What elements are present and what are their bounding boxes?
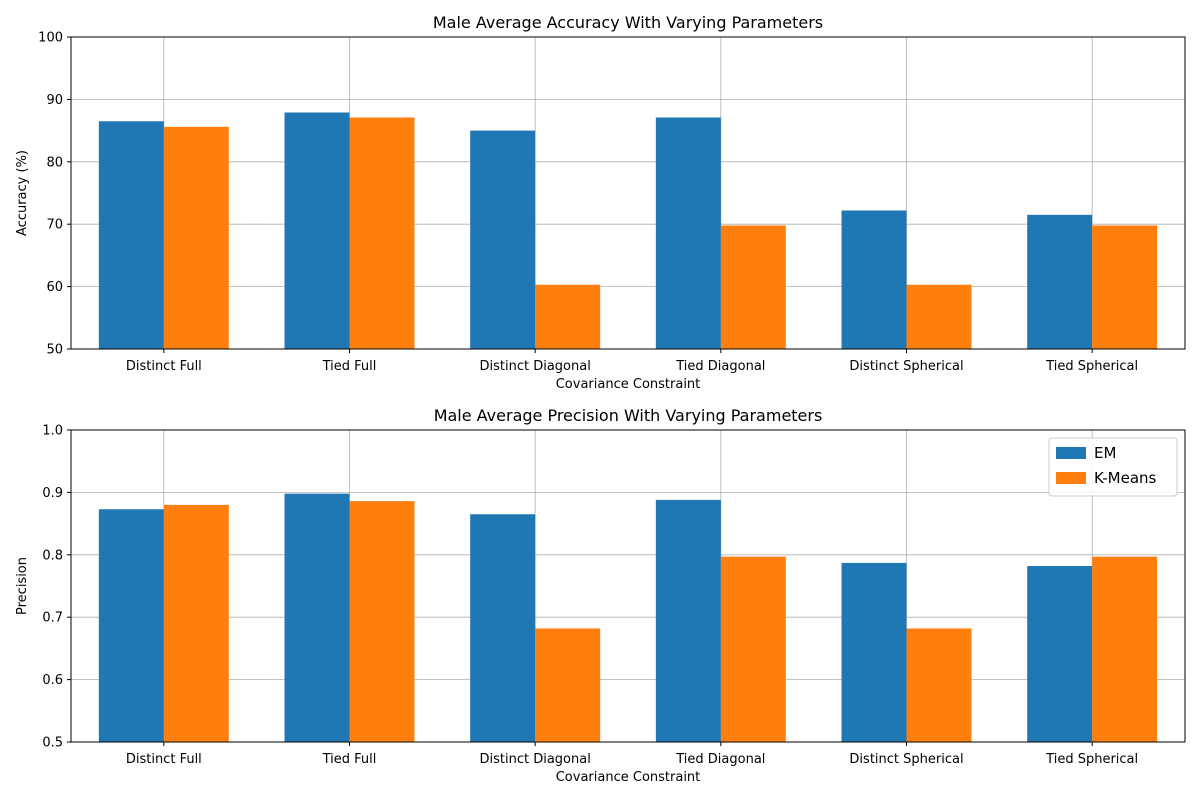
y-tick-label: 0.7: [42, 611, 63, 626]
legend-label: K-Means: [1094, 469, 1157, 487]
y-tick-label: 70: [46, 218, 63, 233]
y-tick-label: 60: [46, 280, 63, 295]
bar-k-means-4: [720, 225, 786, 349]
x-tick-label: Distinct Full: [126, 752, 202, 767]
y-axis-label: Accuracy (%): [15, 150, 30, 236]
x-tick-label: Tied Diagonal: [675, 752, 765, 767]
legend-label: EM: [1094, 444, 1116, 462]
plot-frame: [70, 429, 1186, 743]
bar-em-6: [1027, 214, 1093, 349]
x-tick-label: Distinct Full: [126, 359, 202, 374]
bar-em-1: [98, 509, 164, 742]
y-tick-label: 1.0: [42, 424, 63, 439]
bar-em-3: [470, 130, 536, 349]
bar-em-1: [98, 121, 164, 350]
bar-em-2: [284, 112, 350, 349]
bar-k-means-5: [906, 284, 972, 349]
bar-k-means-5: [906, 628, 972, 742]
x-tick-label: Tied Diagonal: [675, 359, 765, 374]
legend-swatch-em: [1056, 447, 1086, 459]
y-tick-label: 0.8: [42, 548, 63, 563]
legend-swatch-k-means: [1056, 472, 1086, 484]
bar-k-means-3: [535, 628, 601, 742]
x-axis-label: Covariance Constraint: [556, 377, 701, 392]
y-tick-label: 50: [46, 343, 63, 358]
y-axis-label: Precision: [15, 557, 30, 615]
x-tick-label: Tied Spherical: [1045, 752, 1138, 767]
chart-panel-2: 0.5 0.6 0.7 0.8 0.9 1.0 Distinct Full Tied Full…: [15, 406, 1186, 785]
bar-k-means-3: [535, 284, 601, 349]
y-tick-label: 0.5: [42, 736, 63, 751]
bar-em-5: [841, 210, 907, 349]
y-tick-label: 90: [46, 93, 63, 108]
chart-title: Male Average Accuracy With Varying Param…: [433, 13, 823, 32]
bar-k-means-6: [1092, 225, 1158, 349]
chart-title: Male Average Precision With Varying Para…: [434, 406, 823, 425]
bar-k-means-2: [349, 501, 415, 742]
bar-em-3: [470, 514, 536, 742]
bar-em-4: [655, 117, 721, 349]
bar-k-means-1: [163, 126, 229, 349]
bar-k-means-6: [1092, 556, 1158, 742]
bar-em-6: [1027, 566, 1093, 742]
y-tick-label: 0.6: [42, 673, 63, 688]
x-tick-label: Distinct Diagonal: [479, 359, 590, 374]
x-tick-label: Tied Spherical: [1045, 359, 1138, 374]
legend: EM K-Means: [1048, 437, 1178, 497]
plot-frame: [70, 36, 1186, 350]
x-tick-label: Tied Full: [322, 359, 377, 374]
bar-em-5: [841, 562, 907, 742]
x-tick-label: Distinct Spherical: [849, 752, 963, 767]
bar-k-means-4: [720, 556, 786, 742]
bar-k-means-2: [349, 117, 415, 349]
bar-k-means-1: [163, 504, 229, 742]
y-tick-label: 0.9: [42, 486, 63, 501]
chart-panel-1: 50 60 70 80 90 100 Distinct Full Tied Full Disti…: [15, 13, 1186, 392]
x-tick-label: Distinct Diagonal: [479, 752, 590, 767]
bar-em-2: [284, 493, 350, 742]
x-tick-label: Tied Full: [322, 752, 377, 767]
y-tick-label: 100: [38, 31, 63, 46]
x-axis-label: Covariance Constraint: [556, 770, 701, 785]
bar-em-4: [655, 499, 721, 742]
y-tick-label: 80: [46, 155, 63, 170]
x-tick-label: Distinct Spherical: [849, 359, 963, 374]
